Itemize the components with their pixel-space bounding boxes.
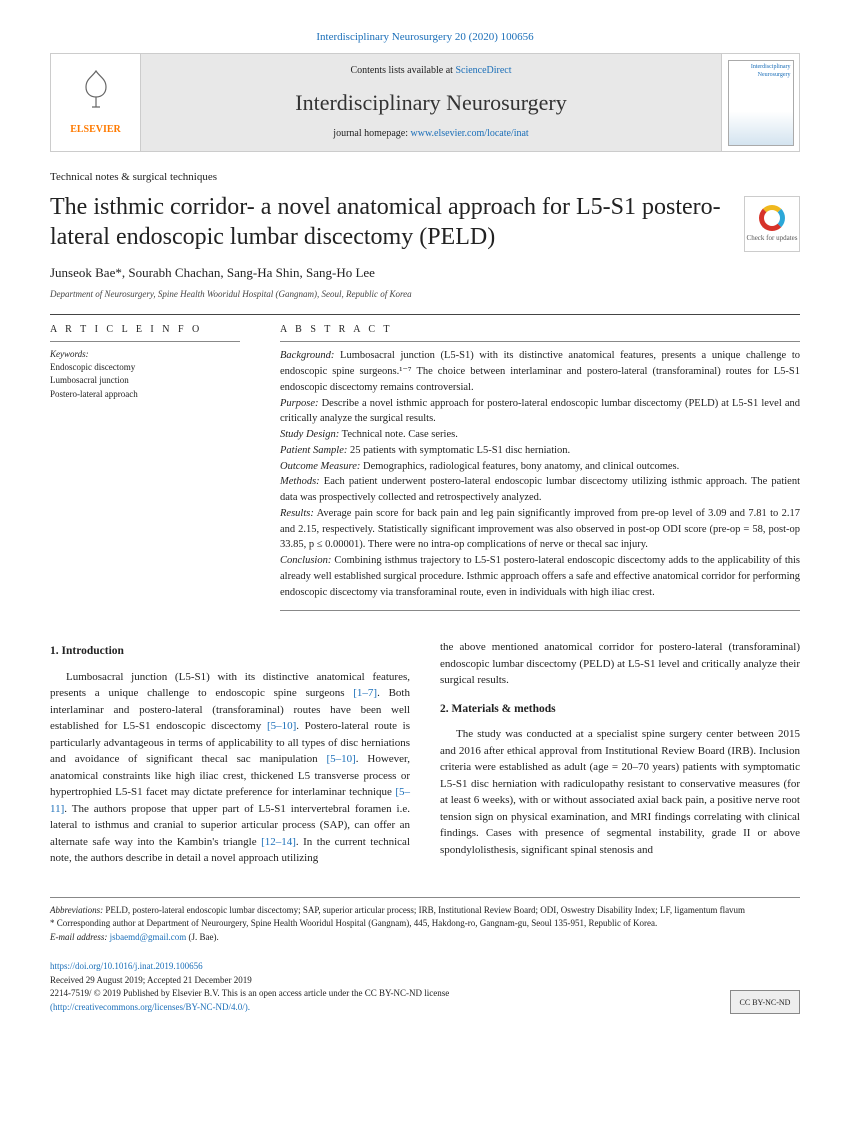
abs-sample: 25 patients with symptomatic L5-S1 disc …	[347, 445, 570, 456]
abs-purpose: Describe a novel isthmic approach for po…	[280, 398, 800, 425]
available-prefix: Contents lists available at	[350, 65, 455, 76]
intro-paragraph: Lumbosacral junction (L5-S1) with its di…	[50, 669, 410, 867]
abs-background: Lumbosacral junction (L5-S1) with its di…	[280, 350, 800, 393]
methods-paragraph: The study was conducted at a specialist …	[440, 726, 800, 858]
pub-issn: 2214-7519/ © 2019 Published by Elsevier …	[50, 988, 449, 998]
body-col-right: the above mentioned anatomical corridor …	[440, 639, 800, 872]
publisher-name: ELSEVIER	[70, 123, 121, 137]
email-link[interactable]: jsbaemd@gmail.com	[110, 932, 187, 942]
doi-link[interactable]: https://doi.org/10.1016/j.inat.2019.1006…	[50, 961, 203, 971]
sciencedirect-link[interactable]: ScienceDirect	[455, 65, 511, 76]
intro-heading: 1. Introduction	[50, 643, 410, 660]
abs-results: Average pain score for back pain and leg…	[280, 508, 800, 551]
citation-link[interactable]: [1–7]	[353, 687, 377, 699]
citation-link[interactable]: [5–10]	[267, 720, 296, 732]
cc-license-badge[interactable]: CC BY-NC-ND	[730, 990, 800, 1014]
contents-available: Contents lists available at ScienceDirec…	[141, 64, 721, 78]
abs-outcome-label: Outcome Measure:	[280, 461, 360, 472]
article-title: The isthmic corridor- a novel anatomical…	[50, 192, 800, 252]
keywords-label: Keywords:	[50, 348, 240, 361]
journal-name: Interdisciplinary Neurosurgery	[141, 88, 721, 119]
abs-design: Technical note. Case series.	[339, 429, 458, 440]
email-label: E-mail address:	[50, 932, 107, 942]
abs-methods: Each patient underwent postero-lateral e…	[280, 476, 800, 503]
keyword: Postero-lateral approach	[50, 388, 240, 402]
abstract-text: Background: Lumbosacral junction (L5-S1)…	[280, 348, 800, 600]
affiliation: Department of Neurosurgery, Spine Health…	[50, 288, 800, 301]
abbreviations: PELD, postero-lateral endoscopic lumbar …	[103, 905, 745, 915]
journal-reference: Interdisciplinary Neurosurgery 20 (2020)…	[50, 30, 800, 45]
divider	[50, 341, 240, 342]
article-info-col: A R T I C L E I N F O Keywords: Endoscop…	[50, 315, 240, 611]
keywords-list: Endoscopic discectomy Lumbosacral juncti…	[50, 361, 240, 402]
body-columns: 1. Introduction Lumbosacral junction (L5…	[50, 639, 800, 872]
header-center: Contents lists available at ScienceDirec…	[141, 54, 721, 151]
journal-header: ELSEVIER Contents lists available at Sci…	[50, 53, 800, 152]
abstract-col: A B S T R A C T Background: Lumbosacral …	[280, 315, 800, 611]
publication-info-row: https://doi.org/10.1016/j.inat.2019.1006…	[50, 950, 800, 1014]
keyword: Endoscopic discectomy	[50, 361, 240, 375]
elsevier-tree-icon	[78, 69, 114, 121]
homepage-link[interactable]: www.elsevier.com/locate/inat	[411, 128, 529, 139]
abs-methods-label: Methods:	[280, 476, 320, 487]
article-type: Technical notes & surgical techniques	[50, 170, 800, 185]
homepage-prefix: journal homepage:	[333, 128, 410, 139]
authors: Junseok Bae*, Sourabh Chachan, Sang-Ha S…	[50, 264, 800, 282]
check-updates-label: Check for updates	[747, 234, 798, 243]
meta-section: A R T I C L E I N F O Keywords: Endoscop…	[50, 315, 800, 611]
divider	[280, 610, 800, 611]
pub-dates: Received 29 August 2019; Accepted 21 Dec…	[50, 975, 252, 985]
crossmark-icon	[759, 205, 785, 231]
article-info-heading: A R T I C L E I N F O	[50, 315, 240, 341]
abs-outcome: Demographics, radiological features, bon…	[360, 461, 679, 472]
citation-link[interactable]: [12–14]	[261, 836, 296, 848]
abs-sample-label: Patient Sample:	[280, 445, 347, 456]
methods-heading: 2. Materials & methods	[440, 701, 800, 718]
abstract-heading: A B S T R A C T	[280, 315, 800, 341]
publication-info: https://doi.org/10.1016/j.inat.2019.1006…	[50, 960, 449, 1014]
keyword: Lumbosacral junction	[50, 374, 240, 388]
abbreviations-label: Abbreviations:	[50, 905, 103, 915]
abs-background-label: Background:	[280, 350, 334, 361]
citation-link[interactable]: [5–10]	[326, 753, 355, 765]
abs-conclusion: Combining isthmus trajectory to L5-S1 po…	[280, 555, 800, 598]
journal-homepage: journal homepage: www.elsevier.com/locat…	[141, 127, 721, 141]
divider	[280, 341, 800, 342]
abs-design-label: Study Design:	[280, 429, 339, 440]
intro-continuation: the above mentioned anatomical corridor …	[440, 639, 800, 689]
title-text: The isthmic corridor- a novel anatomical…	[50, 194, 721, 250]
footnotes: Abbreviations: PELD, postero-lateral end…	[50, 897, 800, 945]
cover-title: Interdisciplinary Neurosurgery	[729, 61, 793, 82]
journal-cover[interactable]: Interdisciplinary Neurosurgery	[721, 54, 799, 151]
corresponding-author: * Corresponding author at Department of …	[50, 917, 800, 931]
check-updates-badge[interactable]: Check for updates	[744, 196, 800, 252]
abs-purpose-label: Purpose:	[280, 398, 319, 409]
abs-conclusion-label: Conclusion:	[280, 555, 331, 566]
abs-results-label: Results:	[280, 508, 314, 519]
publisher-logo[interactable]: ELSEVIER	[51, 54, 141, 151]
license-link[interactable]: (http://creativecommons.org/licenses/BY-…	[50, 1002, 250, 1012]
email-suffix: (J. Bae).	[186, 932, 219, 942]
body-col-left: 1. Introduction Lumbosacral junction (L5…	[50, 639, 410, 872]
